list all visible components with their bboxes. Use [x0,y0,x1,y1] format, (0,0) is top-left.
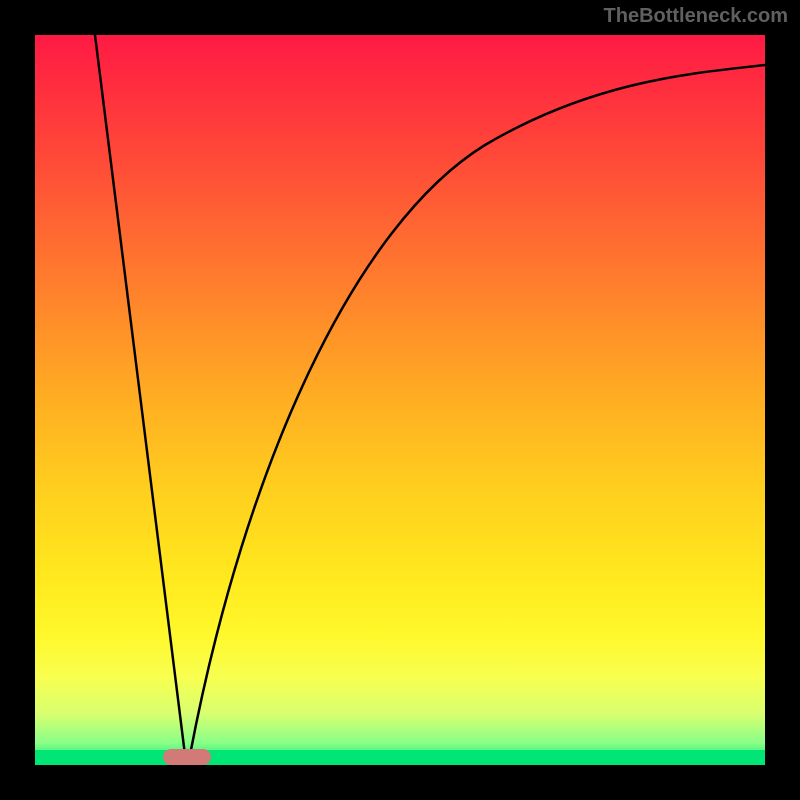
gradient-background [35,35,765,765]
frame-right [765,0,800,800]
plot-area [35,35,765,765]
frame-left [0,0,35,800]
watermark-text: TheBottleneck.com [604,5,788,28]
bottleneck-chart: TheBottleneck.com [0,0,800,800]
optimal-marker [163,749,211,765]
frame-bottom [0,765,800,800]
green-band [35,750,765,765]
chart-svg [35,35,765,765]
